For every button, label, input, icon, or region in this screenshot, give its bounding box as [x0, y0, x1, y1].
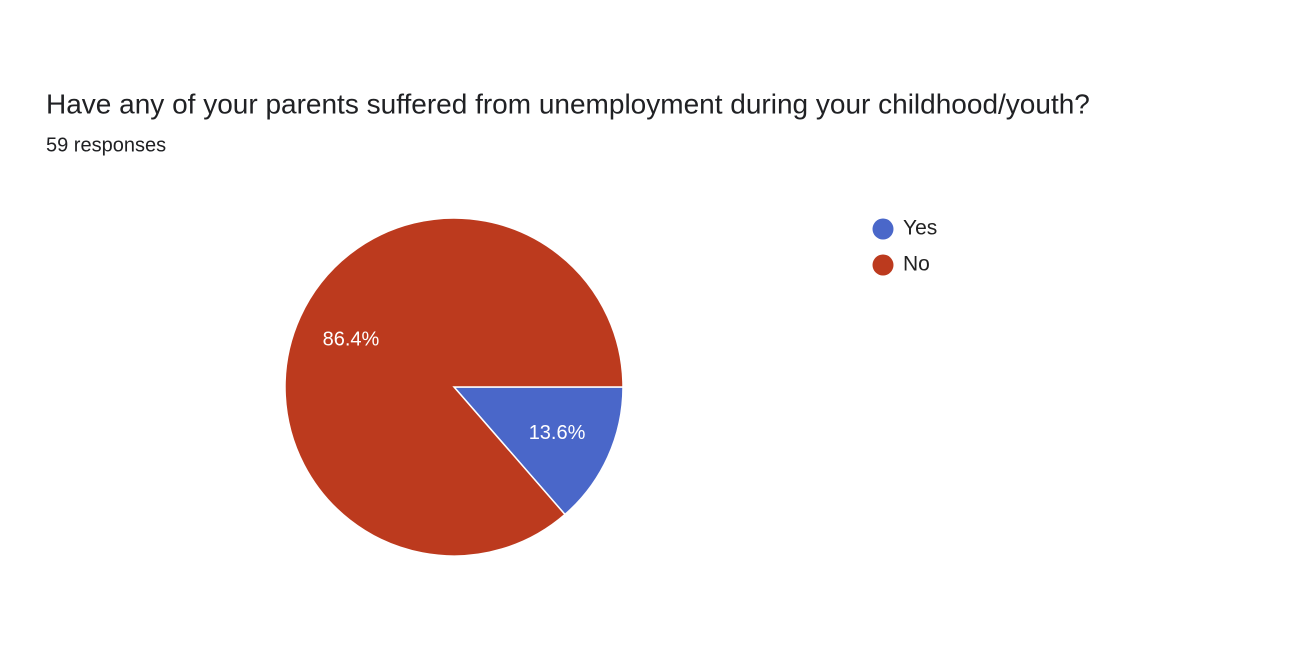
- chart-title: Have any of your parents suffered from u…: [46, 88, 1090, 119]
- legend-swatch: [872, 218, 894, 240]
- slice-label: 86.4%: [323, 328, 380, 350]
- legend-text: Yes: [903, 217, 937, 240]
- pie-slice: [452, 386, 624, 516]
- slice-label: 13.6%: [529, 422, 586, 444]
- chart-subtitle: 59 responses: [46, 134, 166, 156]
- legend-swatch: [872, 254, 894, 276]
- legend-text: No: [903, 253, 930, 276]
- pie-slice: [284, 217, 624, 557]
